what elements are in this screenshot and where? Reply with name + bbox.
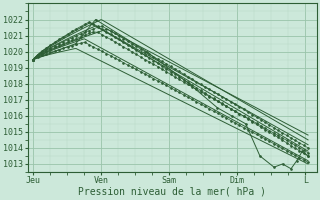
X-axis label: Pression niveau de la mer( hPa ): Pression niveau de la mer( hPa ) xyxy=(78,187,266,197)
